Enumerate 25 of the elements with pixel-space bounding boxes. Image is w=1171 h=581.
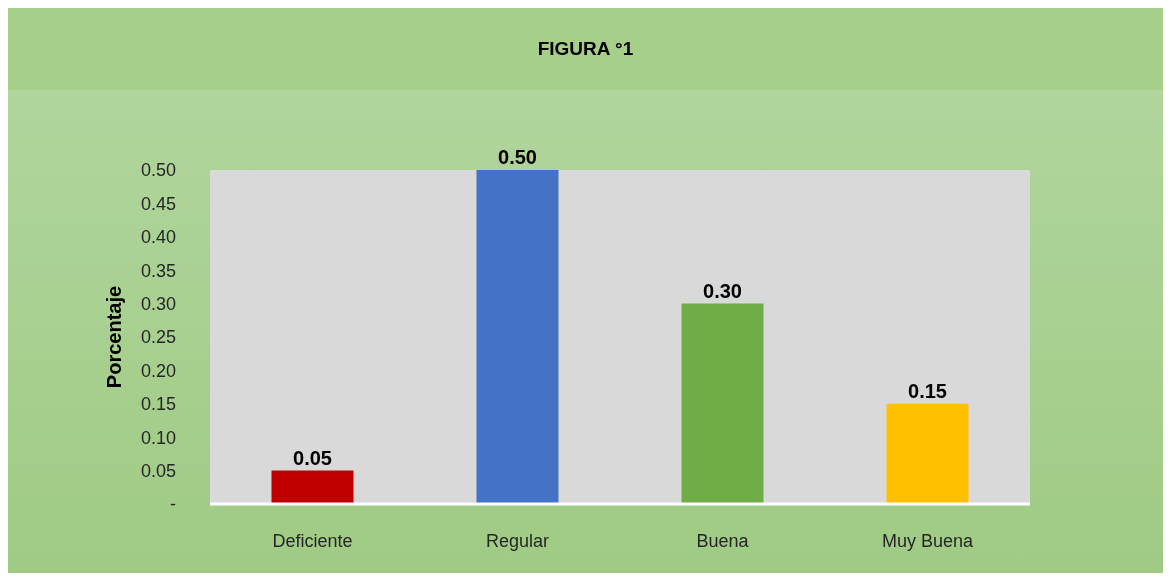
y-tick-label: - xyxy=(170,494,176,515)
y-tick-label: 0.30 xyxy=(140,293,176,314)
y-tick-label: 0.10 xyxy=(140,427,176,448)
y-tick-label: 0.40 xyxy=(140,227,176,248)
y-tick-label: 0.25 xyxy=(140,327,176,348)
data-label: 0.30 xyxy=(703,279,742,302)
bar xyxy=(681,303,764,504)
chart-title: FIGURA °1 xyxy=(8,8,1163,90)
x-tick-label: Muy Buena xyxy=(881,530,975,551)
y-tick-label: 0.05 xyxy=(140,460,176,481)
bar xyxy=(476,170,559,504)
bar xyxy=(886,403,969,504)
bar xyxy=(271,470,354,504)
y-axis-title: Porcentaje xyxy=(103,285,126,389)
data-label: 0.15 xyxy=(908,379,947,402)
data-label: 0.05 xyxy=(293,446,332,469)
data-label: 0.50 xyxy=(498,146,537,168)
y-tick-label: 0.35 xyxy=(140,260,176,281)
y-tick-label: 0.15 xyxy=(140,394,176,415)
x-tick-label: Deficiente xyxy=(272,530,353,551)
x-tick-label: Buena xyxy=(696,530,750,551)
y-tick-label: 0.20 xyxy=(140,360,176,381)
y-tick-label: 0.50 xyxy=(140,160,176,181)
y-tick-label: 0.45 xyxy=(140,193,176,214)
x-tick-label: Regular xyxy=(485,530,550,551)
